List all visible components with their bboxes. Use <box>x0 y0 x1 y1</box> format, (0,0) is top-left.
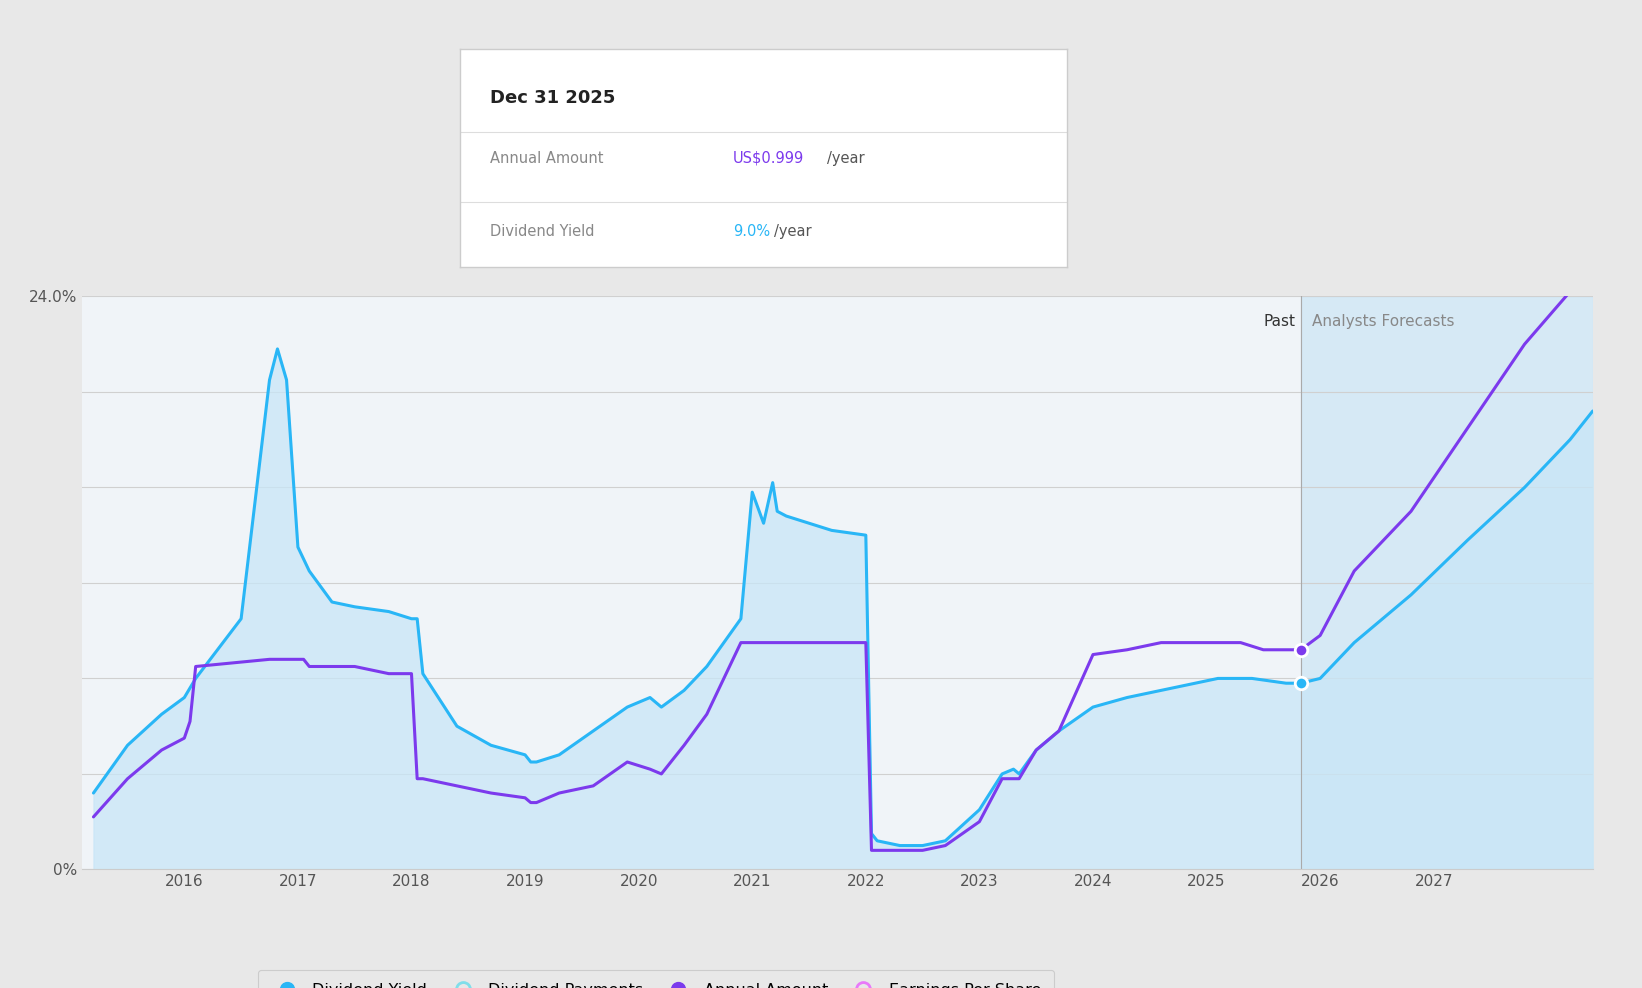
Text: US$0.999: US$0.999 <box>734 150 805 166</box>
Text: Dividend Yield: Dividend Yield <box>491 224 594 239</box>
Legend: Dividend Yield, Dividend Payments, Annual Amount, Earnings Per Share: Dividend Yield, Dividend Payments, Annua… <box>258 970 1054 988</box>
Text: /year: /year <box>775 224 813 239</box>
Text: Annual Amount: Annual Amount <box>491 150 604 166</box>
Text: 9.0%: 9.0% <box>734 224 770 239</box>
Bar <box>1300 296 1593 869</box>
Text: Dec 31 2025: Dec 31 2025 <box>491 89 616 107</box>
Text: /year: /year <box>828 150 865 166</box>
Text: Analysts Forecasts: Analysts Forecasts <box>1312 313 1455 329</box>
Text: Past: Past <box>1263 313 1296 329</box>
